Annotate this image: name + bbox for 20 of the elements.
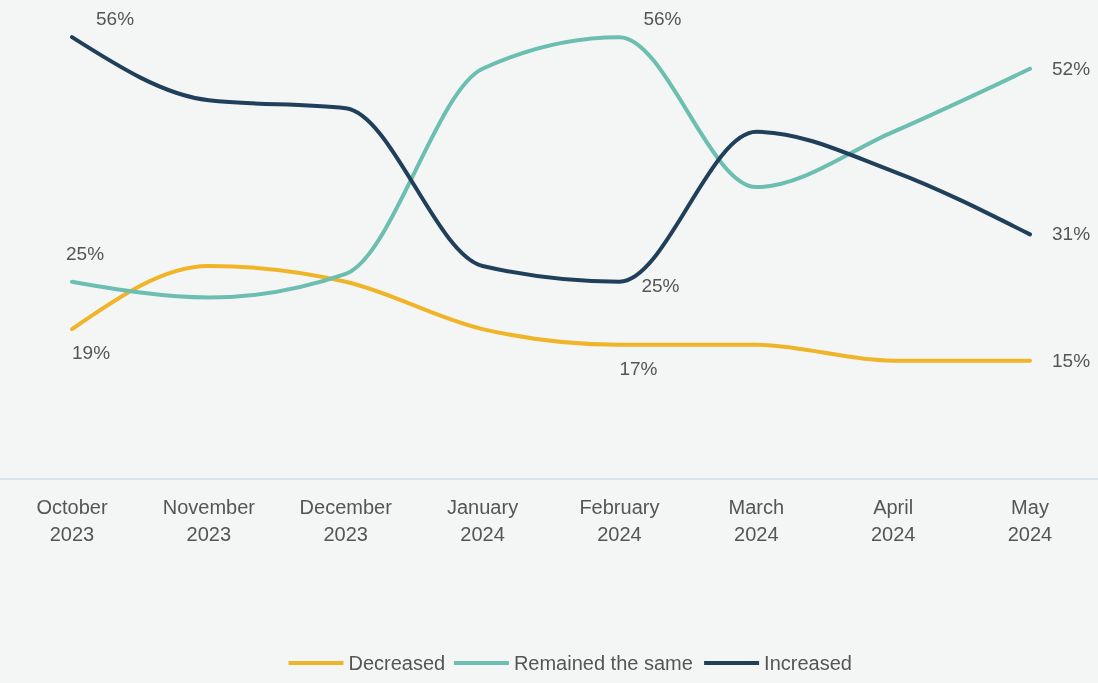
data-label: 31% (1052, 223, 1091, 245)
legend-label: Remained the same (513, 652, 693, 674)
data-label: 19% (72, 342, 111, 364)
data-label: 25% (66, 242, 105, 264)
data-label: 56% (643, 8, 682, 30)
x-tick-label: January 2024 (446, 496, 519, 545)
x-tick-label: November 2023 (162, 496, 256, 545)
x-tick-label: February 2024 (579, 496, 660, 545)
legend-label: Decreased (348, 652, 446, 674)
x-tick-label: April 2024 (870, 496, 916, 545)
data-label: 25% (641, 274, 680, 296)
legend-label: Increased (764, 652, 852, 674)
x-tick-label: December 2023 (299, 496, 393, 545)
data-label: 52% (1052, 57, 1091, 79)
x-tick-label: October 2023 (36, 496, 108, 545)
x-tick-label: March 2024 (728, 496, 785, 545)
data-label: 15% (1052, 349, 1091, 371)
data-label: 56% (96, 8, 135, 30)
x-tick-label: May 2024 (1007, 496, 1053, 545)
data-label: 17% (619, 357, 658, 379)
